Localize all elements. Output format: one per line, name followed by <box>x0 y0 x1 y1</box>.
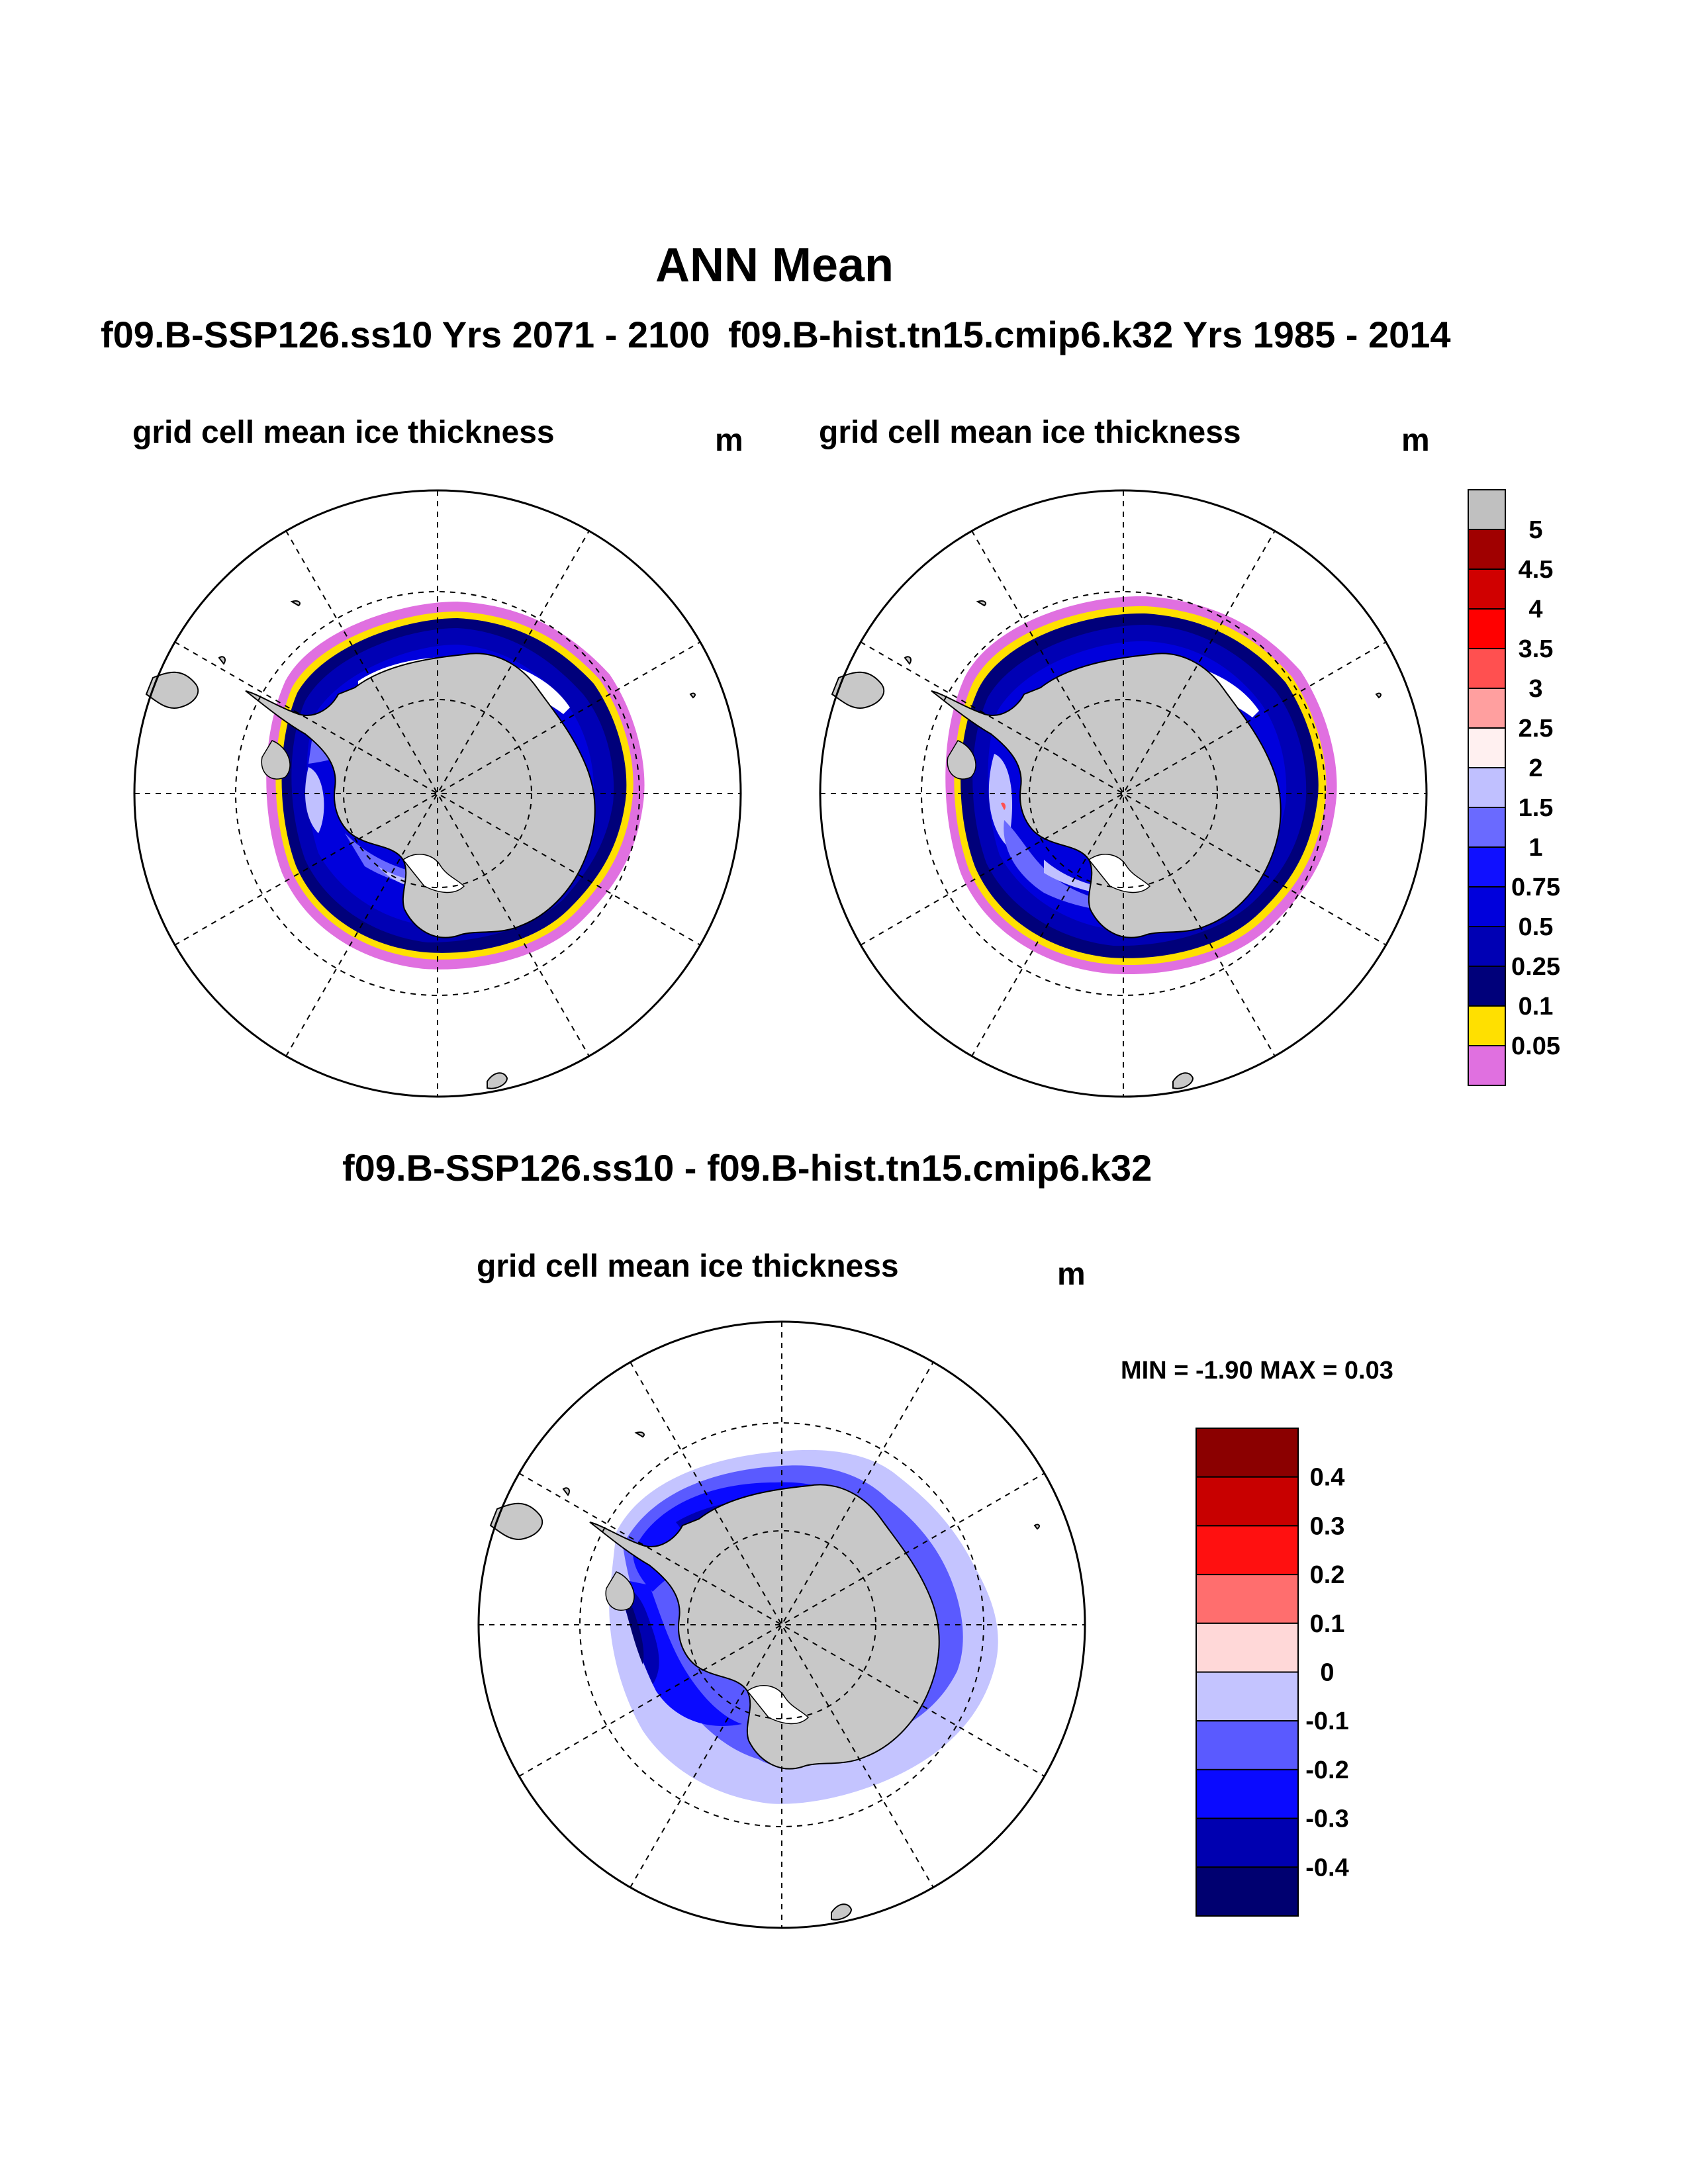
thickness-colorbar-label-2: 4 <box>1528 596 1542 623</box>
thickness-colorbar-label-4: 3 <box>1528 675 1542 703</box>
difference-colorbar-label-2: 0.2 <box>1310 1561 1345 1589</box>
difference-colorbar-box-2 <box>1196 1525 1299 1576</box>
difference-colorbar-label-5: -0.1 <box>1305 1707 1348 1735</box>
panel-label-ssp126: grid cell mean ice thickness <box>132 415 555 450</box>
difference-colorbar-box-8 <box>1196 1817 1299 1868</box>
thickness-colorbar-box-13 <box>1468 1005 1506 1046</box>
difference-colorbar-box-4 <box>1196 1622 1299 1673</box>
thickness-colorbar-box-14 <box>1468 1045 1506 1086</box>
thickness-colorbar-label-0: 5 <box>1528 516 1542 544</box>
difference-colorbar-label-4: 0 <box>1320 1659 1334 1687</box>
thickness-colorbar-box-7 <box>1468 767 1506 808</box>
unit-label-difference: m <box>1057 1257 1086 1292</box>
unit-label-hist: m <box>1401 423 1430 458</box>
case-title-difference: f09.B-SSP126.ss10 - f09.B-hist.tn15.cmip… <box>342 1147 1152 1189</box>
thickness-colorbar-label-10: 0.5 <box>1519 913 1554 941</box>
panel-label-difference: grid cell mean ice thickness <box>477 1249 899 1284</box>
difference-colorbar-box-5 <box>1196 1671 1299 1722</box>
difference-colorbar-label-8: -0.4 <box>1305 1854 1348 1882</box>
thickness-colorbar-box-11 <box>1468 926 1506 967</box>
panel-label-hist: grid cell mean ice thickness <box>819 415 1241 450</box>
case-title-ssp126: f09.B-SSP126.ss10 Yrs 2071 - 2100 <box>101 314 710 355</box>
case-title-hist: f09.B-hist.tn15.cmip6.k32 Yrs 1985 - 201… <box>728 314 1451 355</box>
thickness-colorbar-label-7: 1.5 <box>1519 794 1554 822</box>
colorbar-thickness: 5 4.5 4 3.5 3 2.5 2 1.5 1 0.75 0.5 0.25 0.1 0.05 <box>1468 489 1560 1086</box>
thickness-colorbar-label-11: 0.25 <box>1511 953 1560 981</box>
thickness-colorbar-box-4 <box>1468 648 1506 689</box>
difference-colorbar-label-1: 0.3 <box>1310 1512 1345 1540</box>
thickness-colorbar-box-9 <box>1468 846 1506 887</box>
difference-colorbar-label-0: 0.4 <box>1310 1464 1345 1492</box>
min-max-readout: MIN = -1.90 MAX = 0.03 <box>1121 1357 1393 1385</box>
thickness-colorbar-label-5: 2.5 <box>1519 715 1554 743</box>
thickness-colorbar-label-12: 0.1 <box>1519 993 1554 1021</box>
difference-colorbar-box-0 <box>1196 1428 1299 1478</box>
thickness-colorbar-label-6: 2 <box>1528 754 1542 782</box>
difference-colorbar-box-6 <box>1196 1720 1299 1770</box>
thickness-colorbar-label-9: 0.75 <box>1511 874 1560 901</box>
map-hist <box>819 489 1428 1098</box>
thickness-colorbar-box-12 <box>1468 966 1506 1007</box>
thickness-colorbar-label-3: 3.5 <box>1519 635 1554 663</box>
thickness-colorbar-label-8: 1 <box>1528 834 1542 862</box>
thickness-colorbar-box-1 <box>1468 529 1506 570</box>
thickness-colorbar-label-1: 4.5 <box>1519 556 1554 584</box>
map-difference <box>477 1320 1086 1929</box>
difference-colorbar-label-6: -0.2 <box>1305 1756 1348 1784</box>
difference-colorbar-label-7: -0.3 <box>1305 1805 1348 1833</box>
thickness-colorbar-box-3 <box>1468 608 1506 649</box>
colorbar-difference: 0.4 0.3 0.2 0.1 0 -0.1 -0.2 -0.3 -0.4 <box>1196 1428 1349 1917</box>
difference-colorbar-box-1 <box>1196 1476 1299 1527</box>
thickness-colorbar-label-13: 0.05 <box>1511 1032 1560 1060</box>
difference-colorbar-label-3: 0.1 <box>1310 1610 1345 1638</box>
thickness-colorbar-box-8 <box>1468 807 1506 848</box>
thickness-colorbar-box-0 <box>1468 489 1506 530</box>
map-ssp126 <box>133 489 742 1098</box>
difference-colorbar-box-3 <box>1196 1574 1299 1624</box>
main-title: ANN Mean <box>655 239 894 292</box>
unit-label-ssp126: m <box>715 423 743 458</box>
thickness-colorbar-box-10 <box>1468 886 1506 927</box>
difference-colorbar-box-7 <box>1196 1768 1299 1819</box>
thickness-colorbar-box-2 <box>1468 569 1506 610</box>
thickness-colorbar-box-5 <box>1468 688 1506 729</box>
difference-colorbar-box-9 <box>1196 1866 1299 1917</box>
thickness-colorbar-box-6 <box>1468 727 1506 768</box>
